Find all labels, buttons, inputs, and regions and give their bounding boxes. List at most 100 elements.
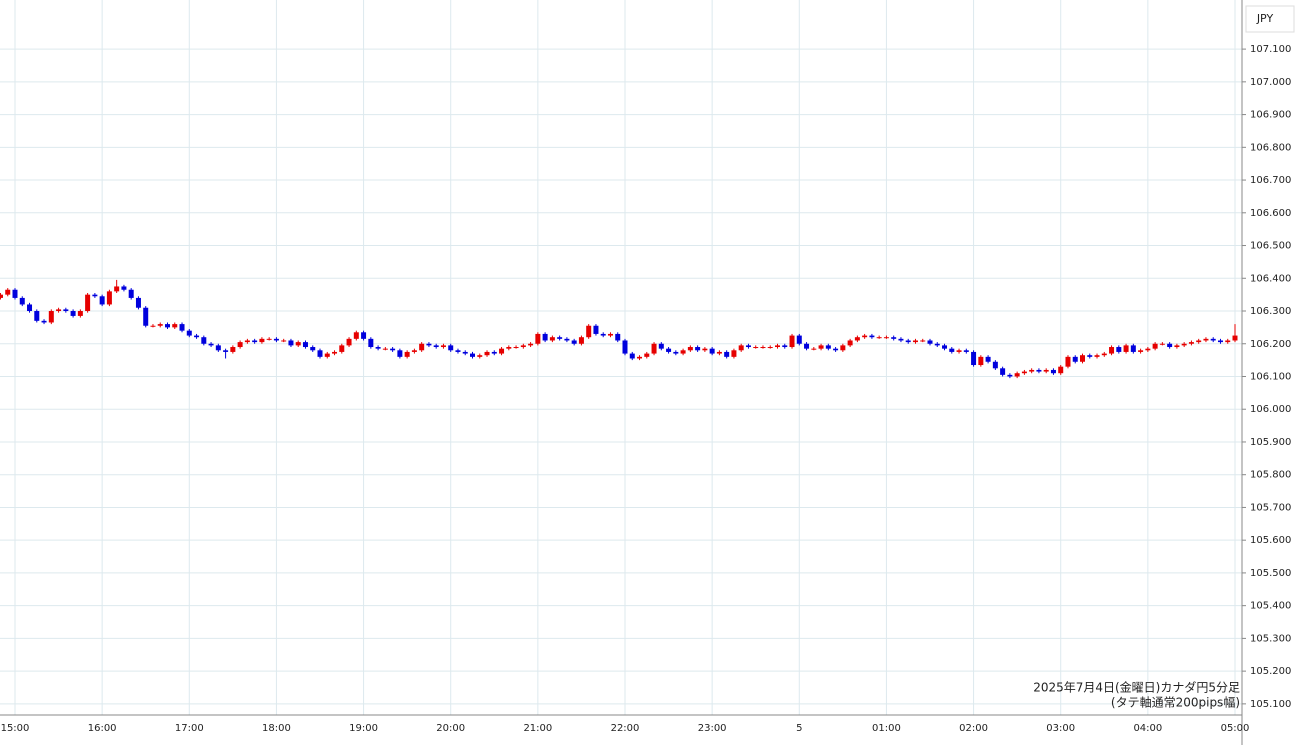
candle-body	[179, 324, 185, 331]
candle-body	[1152, 343, 1158, 349]
candle-body	[5, 289, 11, 295]
candle-body	[70, 311, 76, 316]
x-tick-label: 20:00	[436, 723, 465, 734]
candle-body	[1188, 342, 1194, 344]
y-tick-label: 106.800	[1250, 142, 1291, 153]
candle-body	[637, 356, 643, 359]
candle-body	[971, 351, 977, 366]
candle-body	[716, 351, 722, 354]
candle-body	[484, 351, 490, 356]
candle-body	[223, 350, 229, 352]
y-tick-label: 105.800	[1250, 470, 1291, 481]
candle-body	[1225, 340, 1231, 343]
candle-body	[281, 340, 287, 342]
candle-body	[462, 351, 468, 354]
candle-body	[63, 309, 69, 312]
candle-body	[1043, 369, 1049, 372]
candle-body	[840, 345, 846, 351]
candle-body	[157, 324, 163, 326]
x-tick-label: 16:00	[88, 723, 117, 734]
candle-body	[956, 350, 962, 352]
candle-body	[1072, 356, 1078, 362]
currency-box	[1245, 5, 1295, 33]
candles	[0, 279, 1238, 379]
candle-body	[738, 345, 744, 351]
candle-body	[0, 294, 3, 298]
candle-body	[41, 320, 47, 323]
candle-body	[455, 350, 461, 352]
candle-body	[259, 338, 265, 343]
candle-body	[1050, 369, 1056, 374]
candle-body	[411, 350, 417, 352]
candle-body	[1101, 353, 1107, 356]
candle-body	[898, 338, 904, 341]
candle-body	[891, 337, 897, 339]
annotation: 2025年7月4日(金曜日)カナダ円5分足	[1033, 680, 1240, 695]
candle-body	[528, 343, 534, 346]
candle-body	[811, 348, 817, 350]
candle-body	[731, 350, 737, 357]
candle-body	[702, 348, 708, 351]
y-tick-label: 105.400	[1250, 601, 1291, 612]
candle-body	[56, 309, 62, 312]
candle-body	[949, 348, 955, 352]
x-tick-label: 05:00	[1221, 723, 1250, 734]
candle-body	[789, 335, 795, 348]
candle-body	[237, 342, 243, 348]
x-tick-label: 5	[796, 723, 802, 734]
candle-body	[1174, 345, 1180, 348]
candle-body	[1159, 343, 1165, 345]
candle-body	[920, 340, 926, 342]
x-tick-label: 22:00	[611, 723, 640, 734]
y-tick-label: 105.700	[1250, 502, 1291, 513]
candle-body	[135, 297, 141, 308]
candle-body	[1181, 343, 1187, 346]
candle-body	[1065, 356, 1071, 367]
candle-body	[273, 338, 279, 341]
candle-body	[673, 351, 679, 354]
candle-body	[753, 347, 759, 349]
candle-body	[77, 311, 83, 316]
candle-body	[208, 343, 214, 346]
candle-body	[745, 345, 751, 348]
candle-body	[397, 350, 403, 357]
candle-body	[542, 333, 548, 341]
candle-body	[695, 347, 701, 351]
candle-body	[12, 289, 18, 298]
candle-body	[150, 325, 156, 327]
candle-body	[1021, 371, 1027, 374]
candle-body	[644, 353, 650, 357]
x-tick-label: 01:00	[872, 723, 901, 734]
candle-body	[775, 345, 780, 348]
x-tick-label: 04:00	[1133, 723, 1162, 734]
candle-body	[477, 355, 483, 357]
candle-body	[520, 345, 526, 348]
candle-body	[985, 356, 991, 362]
y-tick-label: 106.400	[1250, 273, 1291, 284]
candle-body	[230, 347, 236, 352]
candle-body	[825, 345, 831, 349]
candle-body	[869, 335, 875, 338]
candle-body	[564, 338, 570, 341]
candle-body	[1000, 368, 1006, 375]
candle-body	[1116, 347, 1122, 352]
y-tick-label: 105.300	[1250, 633, 1291, 644]
candle-body	[1094, 355, 1100, 357]
candle-body	[317, 350, 323, 357]
candle-body	[302, 342, 308, 348]
x-tick-label: 18:00	[262, 723, 291, 734]
candle-body	[782, 345, 788, 348]
y-tick-label: 105.200	[1250, 666, 1291, 677]
y-tick-label: 106.200	[1250, 339, 1291, 350]
candle-body	[615, 333, 621, 341]
candle-body	[121, 286, 127, 290]
candle-body	[1014, 373, 1020, 377]
candle-body	[48, 311, 54, 323]
candle-body	[128, 289, 134, 298]
candle-body	[382, 348, 388, 350]
candle-body	[709, 348, 715, 354]
y-tick-label: 106.100	[1250, 371, 1291, 382]
candle-body	[419, 343, 425, 351]
candle-body	[143, 307, 149, 326]
candle-body	[578, 337, 584, 344]
